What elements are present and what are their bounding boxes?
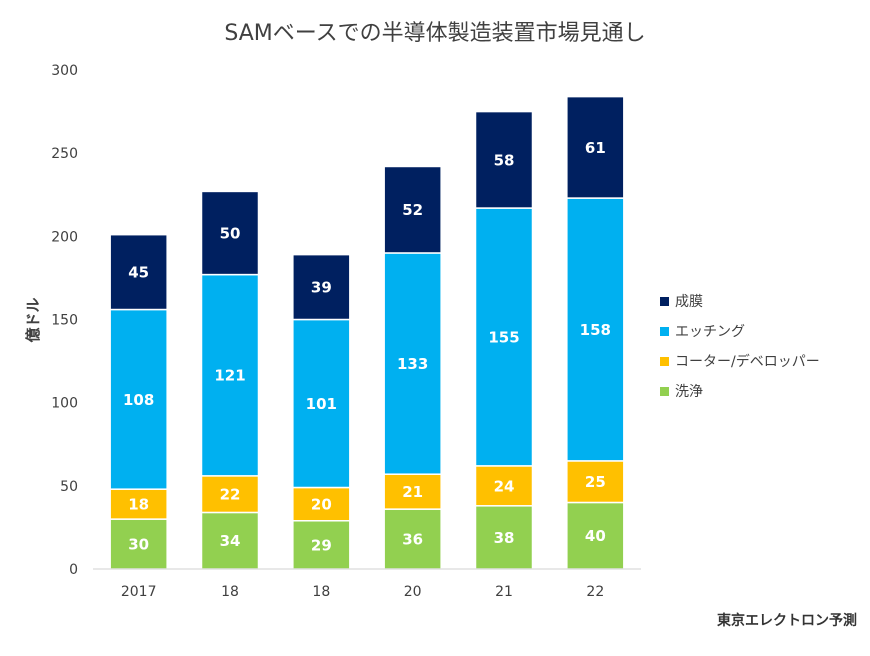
bar-segment xyxy=(109,233,168,311)
x-tick-label: 20 xyxy=(404,584,422,600)
bar-segment xyxy=(109,518,168,570)
y-tick-label: 200 xyxy=(51,229,78,245)
legend-swatch xyxy=(660,357,669,366)
data-label: 158 xyxy=(580,321,611,339)
x-tick-label: 21 xyxy=(495,584,513,600)
source-note: 東京エレクトロン予測 xyxy=(717,612,857,629)
data-label: 40 xyxy=(585,527,606,545)
data-label: 58 xyxy=(494,151,515,169)
bar-segment xyxy=(200,190,260,276)
x-tick-label: 18 xyxy=(221,584,239,600)
bar-segment xyxy=(566,501,625,570)
data-label: 22 xyxy=(220,486,241,504)
y-tick-label: 0 xyxy=(69,562,78,578)
legend-label: 洗浄 xyxy=(675,384,703,400)
data-label: 18 xyxy=(128,496,149,514)
data-label: 61 xyxy=(585,139,606,157)
bar-segment xyxy=(474,207,534,467)
x-tick-label: 22 xyxy=(586,584,604,600)
bar-segment xyxy=(383,252,442,475)
bar-segment xyxy=(474,465,534,507)
bar-segment xyxy=(474,110,534,209)
data-label: 121 xyxy=(214,367,245,385)
data-label: 29 xyxy=(311,536,332,554)
data-label: 21 xyxy=(402,483,423,501)
data-label: 25 xyxy=(585,473,606,491)
data-label: 45 xyxy=(128,264,149,282)
bar-segment xyxy=(566,197,625,462)
data-label: 20 xyxy=(311,496,332,514)
bar-segment xyxy=(292,318,351,489)
data-label: 133 xyxy=(397,355,428,373)
y-tick-label: 50 xyxy=(60,479,78,495)
x-tick-label: 2017 xyxy=(121,584,157,600)
y-tick-label: 250 xyxy=(51,146,78,162)
bar-segment xyxy=(383,165,442,254)
bar-segment xyxy=(200,475,260,514)
data-label: 52 xyxy=(402,201,423,219)
data-label: 36 xyxy=(402,531,423,549)
data-label: 24 xyxy=(494,477,515,495)
bars-group: 30 18 108 45 34 22 121 50 29 20 101 39 36 21 133 52 38 24… xyxy=(109,95,625,570)
data-label: 38 xyxy=(494,529,515,547)
bar-segment xyxy=(292,253,351,321)
bar-segment xyxy=(474,505,534,570)
data-label: 50 xyxy=(220,225,241,243)
data-label: 30 xyxy=(128,536,149,554)
y-tick-label: 100 xyxy=(51,396,78,412)
bar-segment xyxy=(292,486,351,522)
legend-label: エッチング xyxy=(675,324,745,340)
data-label: 155 xyxy=(488,328,519,346)
bar-segment xyxy=(109,488,168,520)
bar-segment xyxy=(200,273,260,477)
data-label: 108 xyxy=(123,391,154,409)
y-tick-label: 300 xyxy=(51,63,78,79)
legend-swatch xyxy=(660,297,669,306)
legend-label: 成膜 xyxy=(675,294,703,310)
data-label: 34 xyxy=(220,532,241,550)
bar-segment xyxy=(566,95,625,199)
y-tick-label: 150 xyxy=(51,313,78,329)
x-tick-label: 18 xyxy=(312,584,330,600)
y-axis-label: 億ドル xyxy=(24,297,42,342)
legend-swatch xyxy=(660,387,669,396)
y-axis-ticks: 0 50 100 150 200 250 300 xyxy=(51,63,78,578)
chart-title: SAMベースでの半導体製造装置市場見通し xyxy=(224,21,645,46)
data-label: 39 xyxy=(311,279,332,297)
legend-label: コーター/デベロッパー xyxy=(675,353,820,370)
legend-swatch xyxy=(660,327,669,336)
data-label: 101 xyxy=(306,395,337,413)
x-axis-ticks: 2017 18 18 20 21 22 xyxy=(121,584,604,600)
